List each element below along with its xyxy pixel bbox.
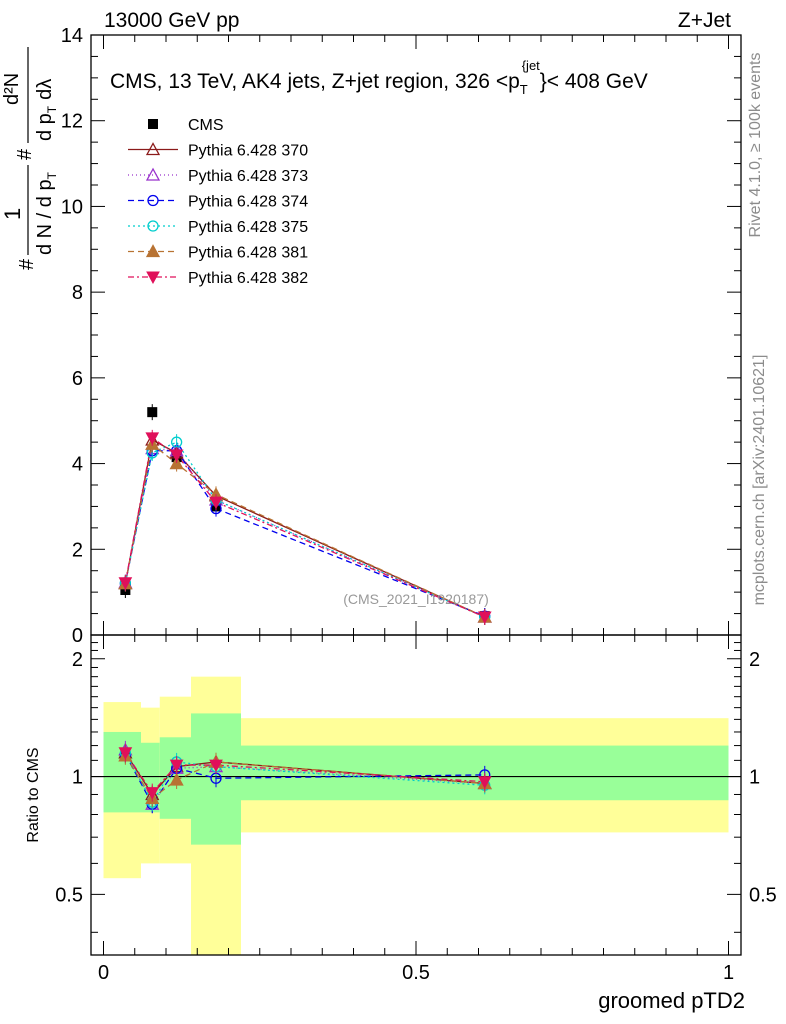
main-data-point (209, 496, 223, 510)
ratio-data-point (169, 772, 184, 786)
main-series-line (124, 450, 485, 617)
ratio-uncertainty-bands (91, 676, 741, 955)
legend-marker (148, 119, 158, 129)
main-y-tick-label: 12 (61, 111, 83, 133)
chart-title: CMS, 13 TeV, AK4 jets, Z+jet region, 326… (110, 58, 648, 97)
main-y-tick-label: 6 (72, 368, 83, 390)
ratio-data-point (118, 747, 133, 760)
main-y-tick-label: 0 (72, 625, 83, 647)
chart-title-main: CMS, 13 TeV, AK4 jets, Z+jet region, 326… (110, 70, 520, 93)
ratio-y-axis-label: Ratio to CMS (25, 747, 42, 842)
ratio-y-tick-label: 1 (72, 767, 83, 789)
chart-title-sup: {jet (522, 58, 540, 73)
ratio-data-point (169, 759, 184, 773)
legend-label: Pythia 6.428 382 (188, 270, 308, 287)
ylabel-numerator: d²N (1, 73, 23, 105)
ratio-panel-frame (90, 634, 742, 956)
ratio-y-tick-label: 2 (72, 649, 83, 671)
legend-label: CMS (188, 117, 224, 134)
main-panel-ticks: 0 2 4 6 8 10 12 14 (61, 25, 741, 647)
ratio-series-line (124, 749, 485, 806)
legend-marker (147, 194, 159, 207)
header-left: 13000 GeV pp (104, 9, 239, 32)
ratio-data-point (477, 776, 492, 789)
legend-label: Pythia 6.428 374 (188, 194, 308, 211)
chart-title-sub: T (520, 82, 528, 97)
ratio-data-point (145, 787, 160, 800)
ylabel-one: 1 (0, 208, 25, 220)
legend-label: Pythia 6.428 375 (188, 219, 308, 236)
main-series-line (124, 441, 486, 618)
ylabel-hash: # (16, 258, 38, 270)
legend-marker (147, 220, 159, 232)
header-right: Z+Jet (678, 9, 731, 32)
main-panel-series (118, 404, 492, 625)
main-y-tick-label: 14 (61, 25, 83, 47)
main-y-axis-label: # 1 d N / d pT # d²N d pTdλ (0, 47, 59, 270)
ylabel-num-den: d pTdλ (34, 79, 59, 141)
legend-marker (145, 167, 161, 181)
ratio-y-tick-label-right: 1 (749, 767, 760, 789)
main-y-tick-label: 2 (72, 539, 83, 561)
legend-marker (145, 142, 161, 156)
ratio-y-tick-label-right: 2 (749, 649, 760, 671)
ratio-panel-series (118, 740, 492, 814)
main-data-point (147, 407, 158, 418)
main-data-point (477, 611, 492, 625)
legend-label: Pythia 6.428 373 (188, 168, 308, 185)
main-data-point (118, 577, 133, 590)
x-tick-label: 0 (98, 962, 109, 984)
main-data-point (169, 456, 184, 470)
ratio-y-tick-label-right: 0.5 (749, 884, 777, 906)
legend-label: Pythia 6.428 381 (188, 245, 308, 262)
ratio-y-tick-label: 0.5 (55, 884, 83, 906)
side-rivet: Rivet 4.1.0, ≥ 100k events (747, 53, 764, 238)
main-y-tick-label: 10 (61, 196, 83, 218)
main-data-point (169, 449, 184, 463)
ratio-data-point (209, 759, 223, 773)
legend-marker (145, 244, 161, 258)
x-tick-label: 0.5 (402, 962, 430, 984)
ylabel-hash-2: # (14, 148, 36, 160)
x-tick-label: 1 (723, 962, 734, 984)
side-mcplots: mcplots.cern.ch [arXiv:2401.10621] (751, 355, 768, 606)
main-y-tick-label: 8 (72, 282, 83, 304)
legend-label: Pythia 6.428 370 (188, 143, 308, 160)
x-axis-label: groomed pTD2 (598, 988, 745, 1013)
legend-marker (146, 271, 160, 285)
ylabel-denominator: d N / d pT (34, 171, 59, 255)
ratio-panel-ticks: 0.5 0.5 1 1 2 2 0 0.5 1 (55, 635, 777, 984)
chart-title-close: }< 408 GeV (540, 70, 648, 93)
analysis-watermark: (CMS_2021_I1920187) (343, 591, 489, 607)
main-y-tick-label: 4 (72, 454, 83, 476)
main-data-point (145, 432, 160, 445)
legend: CMS Pythia 6.428 370 Pythia 6.428 373 Pythi… (128, 117, 308, 287)
